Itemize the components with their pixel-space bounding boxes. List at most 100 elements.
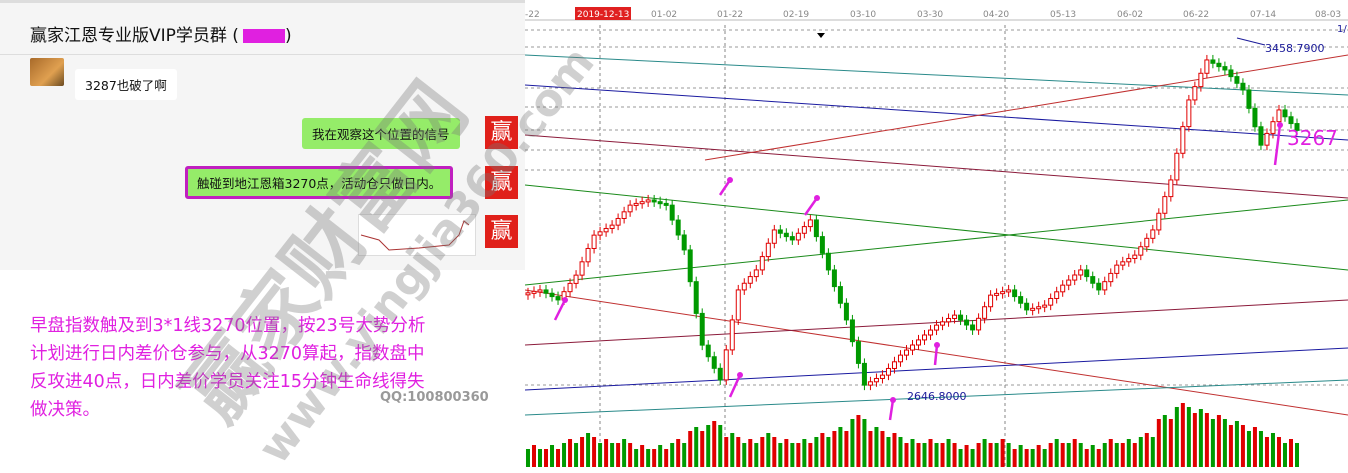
candle (1216, 62, 1222, 68)
candle (1072, 274, 1078, 281)
candle (747, 276, 753, 284)
date-axis (525, 0, 1348, 20)
candle (1276, 109, 1282, 123)
volume-bar (1054, 439, 1059, 467)
candle (1192, 86, 1198, 101)
candle (1120, 261, 1126, 266)
volume-bar (1276, 437, 1281, 467)
candle (555, 296, 561, 301)
volume-bar (1264, 437, 1269, 467)
candle (867, 381, 873, 386)
volume-bar (1138, 437, 1143, 467)
chat-window: 赢家江恩专业版VIP学员群 () 3287也破了啊 我在观察这个位置的信号 赢 … (0, 0, 525, 270)
volume-bar (616, 443, 621, 467)
candle (663, 202, 669, 206)
avatar[interactable]: 赢 (485, 215, 518, 248)
trend-line (524, 347, 1348, 391)
candle (970, 324, 976, 331)
volume-bar (1018, 445, 1023, 467)
volume-bar (766, 433, 771, 467)
volume-bar (910, 439, 915, 467)
volume-bar (700, 431, 705, 467)
volume-bar (1168, 419, 1173, 467)
candle (771, 229, 777, 244)
volume-bar (670, 443, 675, 467)
candle (873, 377, 879, 383)
candle (1084, 269, 1090, 278)
annotation-arrow-head (562, 297, 568, 303)
volume-bar (1222, 419, 1227, 467)
volume-bar (682, 443, 687, 467)
candle (928, 329, 934, 336)
volume-bar (934, 443, 939, 467)
candle (525, 292, 531, 296)
marker-triangle-icon (817, 33, 825, 38)
candle (1006, 289, 1012, 293)
annotation-arrow-head (737, 372, 743, 378)
candle (964, 319, 970, 326)
candle (639, 201, 645, 205)
volume-bar (1024, 449, 1029, 467)
volume-bar (562, 443, 567, 467)
candle (982, 306, 988, 319)
candle (633, 202, 639, 206)
volume-bar (874, 427, 879, 467)
volume-bar (880, 431, 885, 467)
avatar[interactable]: 赢 (485, 166, 518, 199)
volume-bar (736, 437, 741, 467)
volume-bar (1216, 415, 1221, 467)
candle (759, 256, 765, 271)
message-bubble: 我在观察这个位置的信号 (302, 118, 460, 149)
candle (1096, 282, 1102, 291)
chart-thumbnail-image[interactable] (358, 214, 476, 256)
candle (627, 204, 633, 213)
volume-bar (1204, 413, 1209, 467)
candle (549, 292, 555, 298)
candle (1048, 297, 1054, 306)
x-tick-label: 2019-12-13 (577, 10, 629, 20)
candle (789, 236, 795, 241)
volume-bar (790, 443, 795, 467)
volume-bar (531, 445, 536, 467)
volume-bar (1240, 425, 1245, 467)
volume-bar (904, 443, 909, 467)
candle (843, 302, 849, 321)
volume-bar (772, 437, 777, 467)
candle (531, 290, 537, 294)
message-bubble: 3287也破了啊 (75, 69, 177, 100)
candle (1258, 126, 1264, 146)
volume-bar (664, 449, 669, 467)
note-line: 做决策。 (30, 400, 100, 420)
x-tick-label: 03-30 (917, 10, 943, 20)
avatar[interactable] (30, 58, 64, 86)
volume-bar (712, 421, 717, 467)
avatar[interactable]: 赢 (485, 116, 518, 149)
volume-bar (1288, 439, 1293, 467)
candle (1234, 76, 1240, 84)
volume-bar (706, 425, 711, 467)
volume-bar (850, 419, 855, 467)
volume-bar (1090, 445, 1095, 467)
volume-bar (1060, 443, 1065, 467)
volume-bar (658, 445, 663, 467)
volume-bar (898, 437, 903, 467)
candle (1204, 59, 1210, 74)
candle (717, 367, 723, 381)
trend-line (524, 379, 1348, 416)
note-line: 反攻进40点，日内差价学员关注15分钟生命线得失 (30, 372, 425, 392)
candlestick-chart[interactable]: -22 2019-12-13 01-02 01-22 02-19 03-10 03-30 04… (524, 0, 1348, 467)
redaction-mask (242, 29, 285, 43)
candle (537, 289, 543, 293)
candle (831, 269, 837, 288)
candle (988, 294, 994, 308)
volume-bar (916, 443, 921, 467)
x-tick-label: -22 (525, 10, 540, 20)
candle (543, 289, 549, 294)
candle (1162, 196, 1168, 214)
chart-svg: -22 2019-12-13 01-02 01-22 02-19 03-10 03-30 04… (524, 0, 1348, 467)
candle (765, 242, 771, 258)
candle (825, 252, 831, 271)
volume-bar (1030, 449, 1035, 467)
volume-bar (760, 437, 765, 467)
candle (1042, 304, 1048, 308)
